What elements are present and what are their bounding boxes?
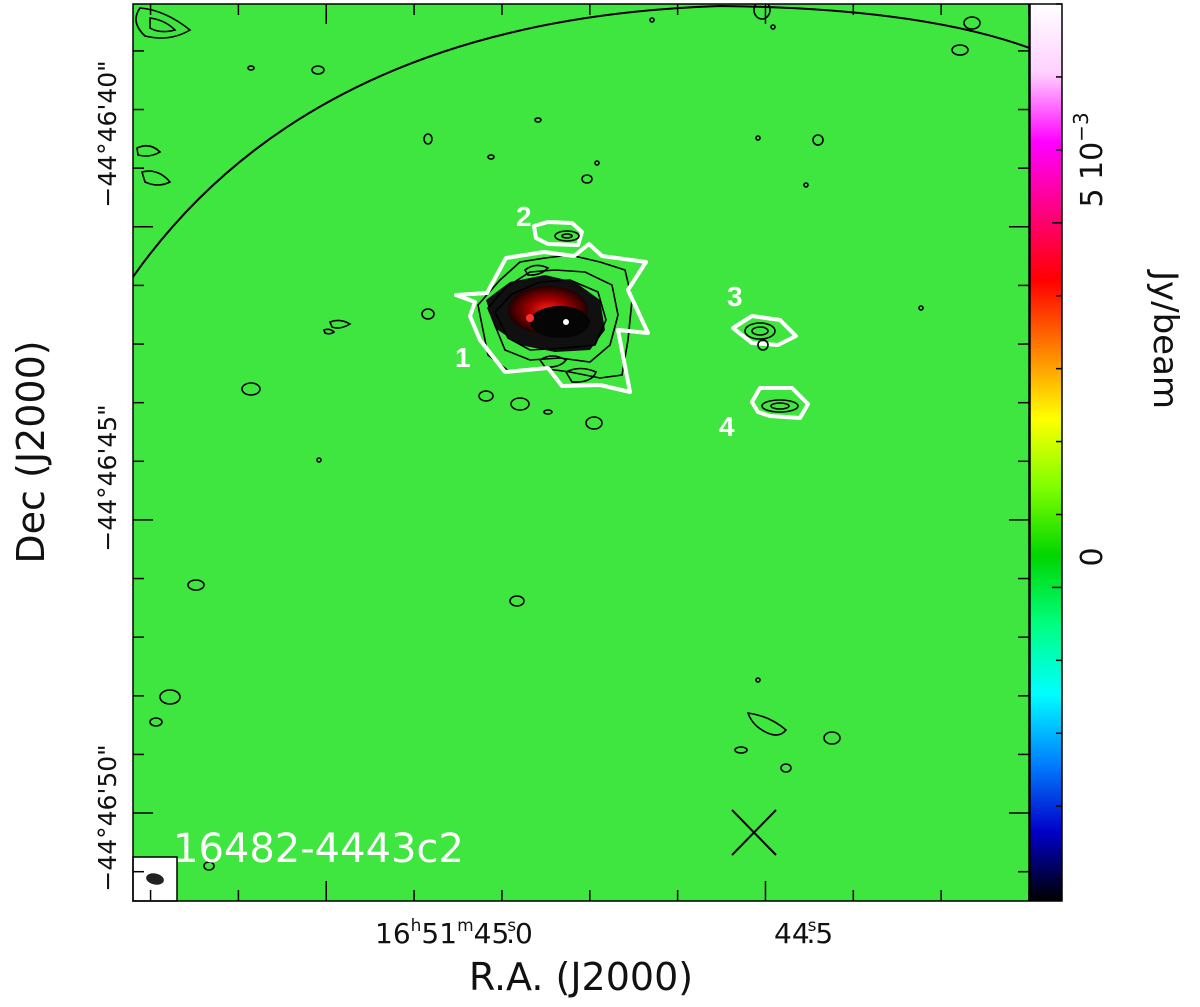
y-tick-label-1: −44°46'40" — [93, 60, 122, 207]
plot-frame — [132, 3, 1030, 902]
region-3-outline — [731, 314, 798, 347]
colorbar: 5 0 10−3 Jy/beam — [1029, 3, 1185, 902]
region-labels: 1 2 3 4 — [455, 201, 743, 442]
region-4-outline — [750, 386, 810, 420]
region-label-3: 3 — [727, 281, 743, 312]
map-layer — [133, 4, 1029, 871]
map-background — [133, 4, 1029, 901]
axis-ticks — [133, 4, 1030, 901]
noise-contours — [135, 4, 981, 871]
map-title: 16482-4443c2 — [173, 826, 464, 872]
colorbar-ticks — [1052, 3, 1062, 880]
cross-marker — [731, 809, 777, 856]
beam-box — [132, 856, 178, 902]
y-axis-label: Dec (J2000) — [9, 340, 53, 563]
colorbar-scale — [1029, 3, 1063, 902]
x-axis-label: R.A. (J2000) — [469, 955, 693, 999]
colorbar-label: Jy/beam — [1145, 269, 1185, 409]
y-tick-label-3: −44°46'50" — [93, 744, 122, 891]
beam-ellipse — [146, 873, 164, 885]
x-tick-label-2: 44s.5 — [774, 916, 833, 950]
region-outlines — [454, 220, 810, 420]
source-1-emission — [486, 275, 605, 352]
y-tick-label-2: −44°46'45" — [93, 404, 122, 551]
region-1-outline — [454, 242, 650, 394]
region-label-4: 4 — [719, 411, 735, 442]
x-tick-labels: 16h51m45s.0 44s.5 — [375, 916, 833, 950]
region-label-2: 2 — [516, 201, 532, 232]
colorbar-exponent: 10−3 — [1069, 112, 1110, 180]
compact-region-contours — [554, 230, 799, 413]
region-label-1: 1 — [455, 342, 471, 373]
colorbar-tick-label-0: 0 — [1075, 547, 1110, 566]
colorbar-tick-label-5: 5 — [1075, 188, 1110, 207]
region-2-outline — [532, 220, 584, 247]
primary-beam-circle — [133, 4, 1029, 279]
x-tick-label-1: 16h51m45s.0 — [375, 916, 533, 950]
y-tick-labels: −44°46'40" −44°46'45" −44°46'50" — [93, 60, 122, 891]
